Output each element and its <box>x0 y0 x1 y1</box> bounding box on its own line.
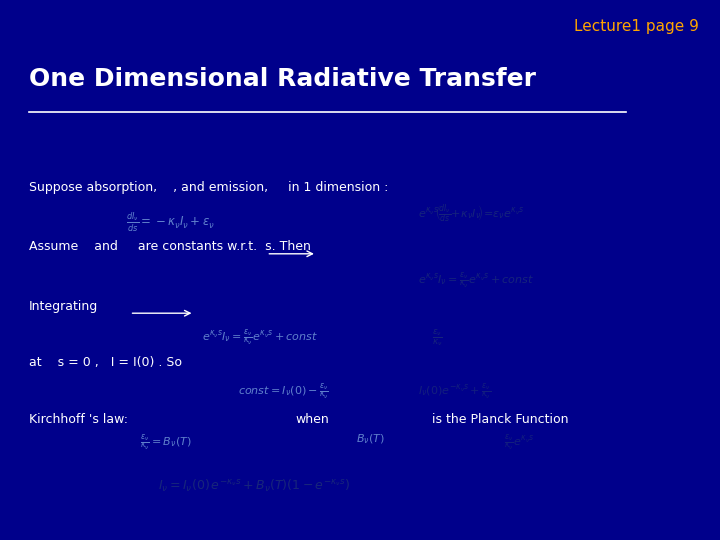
Text: when: when <box>295 413 329 426</box>
Text: $\frac{dI_\nu}{ds} = -\kappa_\nu I_\nu + \varepsilon_\nu$: $\frac{dI_\nu}{ds} = -\kappa_\nu I_\nu +… <box>126 211 215 234</box>
Text: $e^{\kappa_\nu s} I_\nu = \frac{\varepsilon_\nu}{\kappa_\nu} e^{\kappa_\nu s} + : $e^{\kappa_\nu s} I_\nu = \frac{\varepsi… <box>202 327 318 347</box>
Text: is the Planck Function: is the Planck Function <box>432 413 569 426</box>
Text: One Dimensional Radiative Transfer: One Dimensional Radiative Transfer <box>29 68 536 91</box>
Text: $e^{\kappa_\nu s}\!\left(\!\frac{dI_\nu}{ds}\!+\!\kappa_\nu I_\nu\!\right)\!=\!\: $e^{\kappa_\nu s}\!\left(\!\frac{dI_\nu}… <box>418 202 524 225</box>
Text: $\frac{\varepsilon_\nu}{\kappa_\nu}$: $\frac{\varepsilon_\nu}{\kappa_\nu}$ <box>432 327 443 348</box>
Text: Assume    and     are constants w.r.t.  s. Then: Assume and are constants w.r.t. s. Then <box>29 240 310 253</box>
Text: $B_\nu(T)$: $B_\nu(T)$ <box>356 432 385 445</box>
Text: $\frac{\varepsilon_\nu}{\kappa_\nu} = B_\nu(T)$: $\frac{\varepsilon_\nu}{\kappa_\nu} = B_… <box>140 432 192 452</box>
Text: $e^{\kappa_\nu s} I_\nu = \frac{\varepsilon_\nu}{\kappa_\nu} e^{\kappa_\nu s} + : $e^{\kappa_\nu s} I_\nu = \frac{\varepsi… <box>418 270 534 290</box>
Text: $\frac{\varepsilon_\nu}{\kappa_\nu} e^{\kappa_\nu s}$: $\frac{\varepsilon_\nu}{\kappa_\nu} e^{\… <box>504 432 534 452</box>
Text: at    s = 0 ,   I = I(0) . So: at s = 0 , I = I(0) . So <box>29 356 181 369</box>
Text: $const = I_\nu(0) - \frac{\varepsilon_\nu}{\kappa_\nu}$: $const = I_\nu(0) - \frac{\varepsilon_\n… <box>238 381 328 401</box>
Text: Kirchhoff 's law:: Kirchhoff 's law: <box>29 413 128 426</box>
Text: $I_\nu = I_\nu(0)\,e^{-\kappa_\nu s} + B_\nu(T)(1-e^{-\kappa_\nu s})$: $I_\nu = I_\nu(0)\,e^{-\kappa_\nu s} + B… <box>158 478 351 494</box>
Text: $I_\nu(0) e^{-\kappa_\nu s} + \frac{\varepsilon_\nu}{\kappa_\nu}$: $I_\nu(0) e^{-\kappa_\nu s} + \frac{\var… <box>418 381 491 401</box>
Text: Suppose absorption,    , and emission,     in 1 dimension :: Suppose absorption, , and emission, in 1… <box>29 181 388 194</box>
Text: Lecture1 page 9: Lecture1 page 9 <box>574 19 698 34</box>
Text: Integrating: Integrating <box>29 300 98 313</box>
